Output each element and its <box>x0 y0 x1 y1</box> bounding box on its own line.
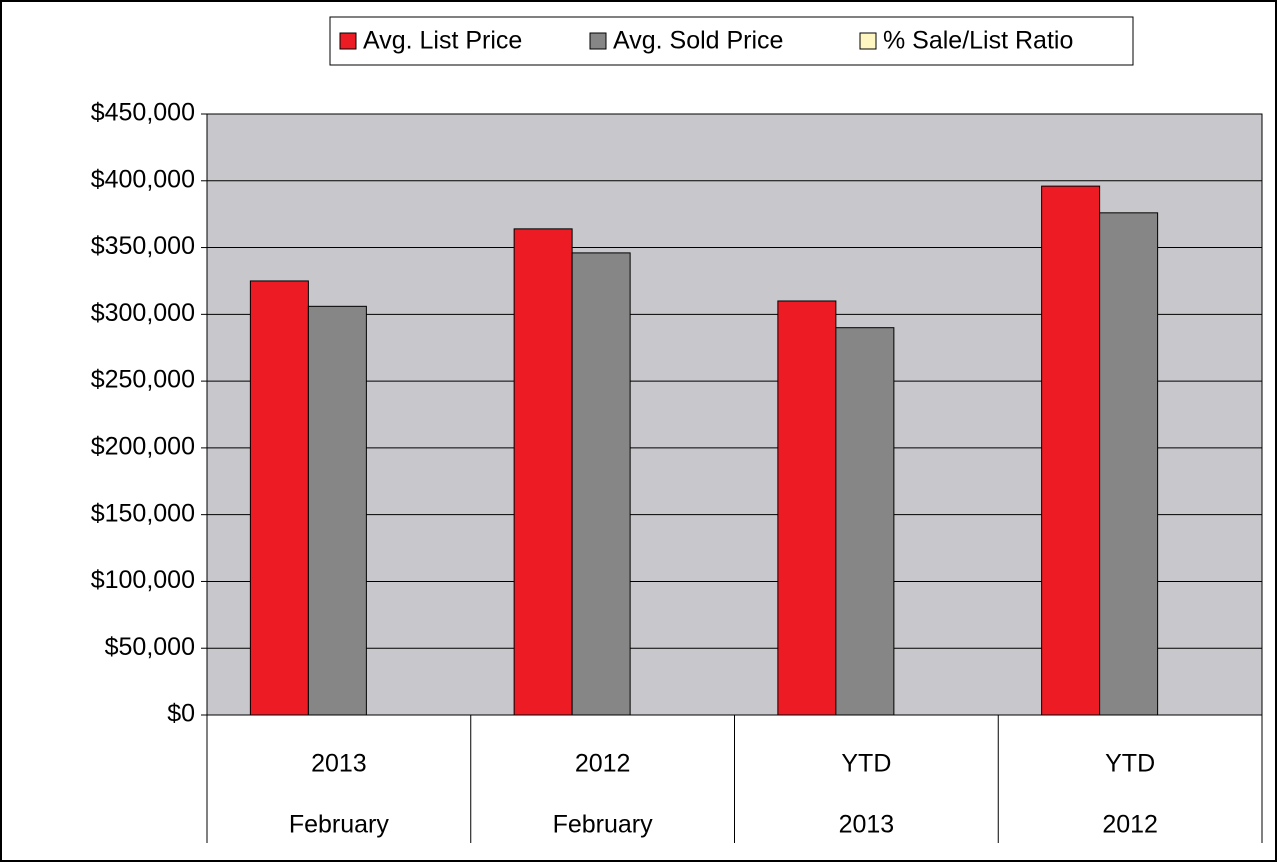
x-group-label: 2013 <box>839 811 895 839</box>
x-tick-label: YTD <box>841 750 891 778</box>
y-tick-label: $250,000 <box>91 366 195 394</box>
x-tick-label: 2012 <box>575 750 631 778</box>
y-tick-label: $200,000 <box>91 432 195 460</box>
bar <box>777 300 837 716</box>
legend-label: Avg. Sold Price <box>613 27 783 55</box>
x-tick-label: 2013 <box>311 750 367 778</box>
x-group-label: 2012 <box>1102 811 1158 839</box>
y-tick-label: $300,000 <box>91 299 195 327</box>
legend-label: Avg. List Price <box>363 27 522 55</box>
x-group-label: February <box>553 811 654 839</box>
legend-box <box>329 16 1134 66</box>
y-tick-label: $0 <box>167 700 195 728</box>
bar <box>835 327 895 716</box>
bar <box>1099 212 1159 716</box>
legend-swatch <box>339 32 357 50</box>
y-tick-label: $150,000 <box>91 499 195 527</box>
bar <box>1041 185 1101 716</box>
y-tick-label: $450,000 <box>91 99 195 127</box>
legend-label: % Sale/List Ratio <box>883 27 1073 55</box>
y-tick-label: $350,000 <box>91 232 195 260</box>
bar <box>513 228 573 716</box>
legend-swatch <box>589 32 607 50</box>
x-group-label: February <box>289 811 390 839</box>
legend-swatch <box>859 32 877 50</box>
bar <box>249 280 309 716</box>
bar <box>307 305 367 716</box>
bar <box>571 252 631 716</box>
y-tick-label: $100,000 <box>91 566 195 594</box>
x-tick-label: YTD <box>1105 750 1155 778</box>
y-tick-label: $50,000 <box>105 633 195 661</box>
y-tick-label: $400,000 <box>91 165 195 193</box>
